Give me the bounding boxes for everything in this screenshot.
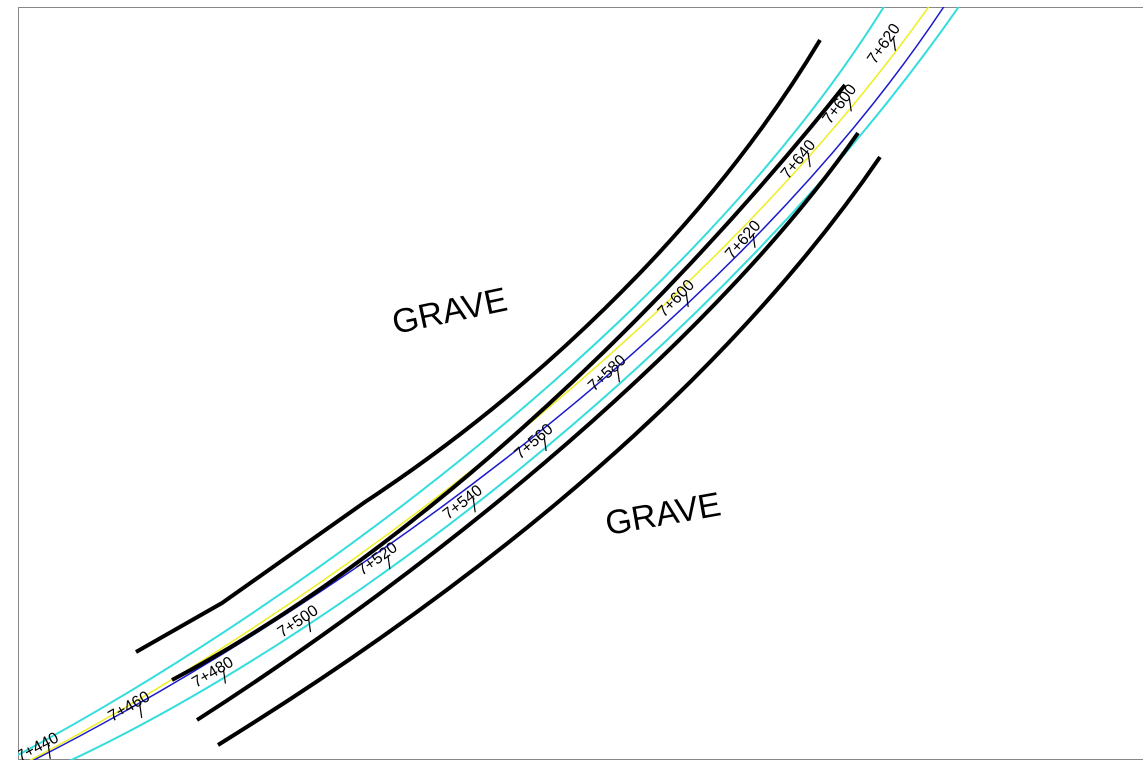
station-tick [685,292,689,308]
station-tick [387,555,391,570]
station-tick [307,618,312,633]
station-tick [47,744,51,760]
ditch [135,38,822,654]
station-tick [543,436,547,452]
station-tick [139,703,143,719]
curb [195,131,860,722]
station-tick [848,97,852,112]
station-tick [222,669,227,684]
edge-line [18,7,885,756]
station-tick [807,153,811,168]
viewport-frame [18,7,1143,760]
station-tick [892,36,896,51]
station-tick [616,368,620,383]
ditch [216,155,882,747]
station-tick [472,498,476,513]
offset-line [32,7,945,760]
curb [171,83,847,682]
station-tick [752,233,756,248]
